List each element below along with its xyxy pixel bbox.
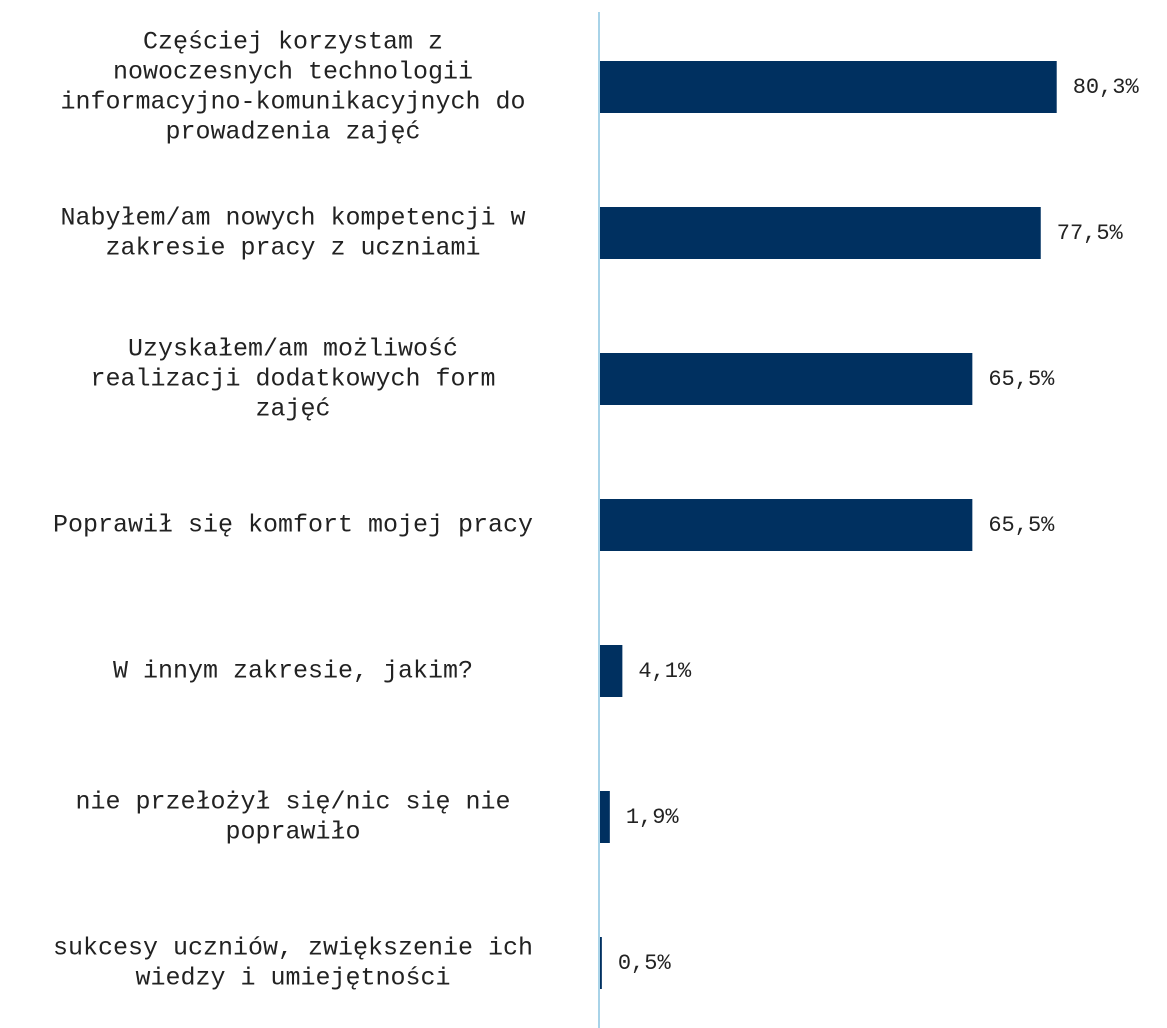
bars-group [599, 61, 1057, 989]
value-label-1: 80,3% [1073, 75, 1140, 100]
bar-3 [599, 353, 973, 405]
bar-2 [599, 207, 1041, 259]
category-label-1-line-2: nowoczesnych technologii [113, 58, 473, 87]
bar-4 [599, 499, 973, 551]
category-label-1-line-3: informacyjno-komunikacyjnych do [60, 88, 525, 117]
category-label-4-line-1: Poprawił się komfort mojej pracy [53, 511, 533, 540]
bar-1 [599, 61, 1057, 113]
value-labels-group: 80,3% 77,5% 65,5% 65,5% 4,1% 1,9% 0,5% [618, 75, 1140, 976]
value-label-5: 4,1% [638, 659, 692, 684]
category-label-2-line-2: zakresie pracy z uczniami [105, 234, 480, 263]
value-label-7: 0,5% [618, 951, 672, 976]
value-label-4: 65,5% [988, 513, 1055, 538]
category-label-3-line-2: realizacji dodatkowych form [90, 365, 495, 394]
bar-5 [599, 645, 623, 697]
value-label-3: 65,5% [988, 367, 1055, 392]
value-label-6: 1,9% [626, 805, 680, 830]
category-label-7-line-2: wiedzy i umiejętności [135, 964, 450, 993]
category-label-5-line-1: W innym zakresie, jakim? [113, 657, 473, 686]
category-label-3-line-3: zajęć [255, 395, 330, 424]
category-label-6-line-2: poprawiło [225, 818, 360, 847]
bar-7 [599, 937, 602, 989]
value-label-2: 77,5% [1057, 221, 1124, 246]
category-label-6-line-1: nie przełożył się/nic się nie [75, 788, 510, 817]
category-label-3-line-1: Uzyskałem/am możliwość [128, 335, 458, 364]
category-label-1-line-1: Częściej korzystam z [143, 28, 443, 57]
category-label-7-line-1: sukcesy uczniów, zwiększenie ich [53, 934, 533, 963]
category-label-1-line-4: prowadzenia zajęć [165, 118, 420, 147]
bar-6 [599, 791, 610, 843]
category-label-2-line-1: Nabyłem/am nowych kompetencji w [60, 204, 525, 233]
